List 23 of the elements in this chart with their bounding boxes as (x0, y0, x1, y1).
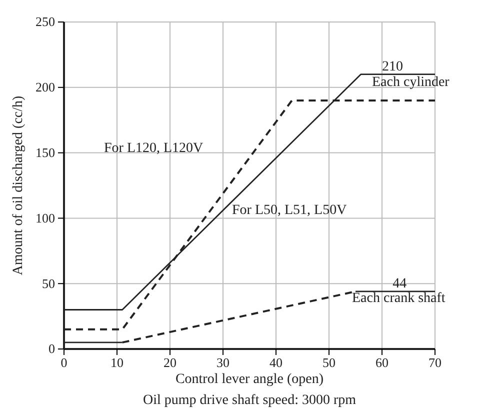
x-tick-label: 10 (110, 355, 124, 370)
x-tick-label: 60 (376, 355, 388, 370)
y-tick-label: 0 (48, 341, 55, 356)
x-tick-label: 50 (322, 355, 336, 370)
y-tick-label: 100 (36, 210, 55, 226)
annotation: Each cylinder (372, 75, 450, 90)
y-tick-label: 150 (36, 144, 55, 160)
x-axis-title: Control lever angle (open) (175, 372, 324, 387)
x-tick-label: 70 (428, 355, 442, 370)
text: Oil pump drive shaft speed: 3000 rpm (142, 393, 356, 408)
annotation: 210 (382, 59, 403, 74)
x-tick-label: 0 (60, 355, 68, 370)
y-tick-label: 200 (36, 80, 55, 95)
x-tick-label: 30 (216, 355, 230, 370)
x-tick-label: 20 (164, 355, 176, 370)
text: For L120, L120V (104, 141, 204, 156)
y-tick-label: 250 (36, 14, 55, 30)
x-tick-label: 40 (270, 355, 282, 370)
y-tick-label: 50 (42, 276, 55, 291)
series-label: For L50, L51, L50V (232, 203, 347, 218)
annotation: Each crank shaft (352, 291, 446, 306)
y-axis-title: Amount of oil discharged (cc/h) (11, 95, 26, 276)
annotation: 44 (392, 276, 407, 292)
